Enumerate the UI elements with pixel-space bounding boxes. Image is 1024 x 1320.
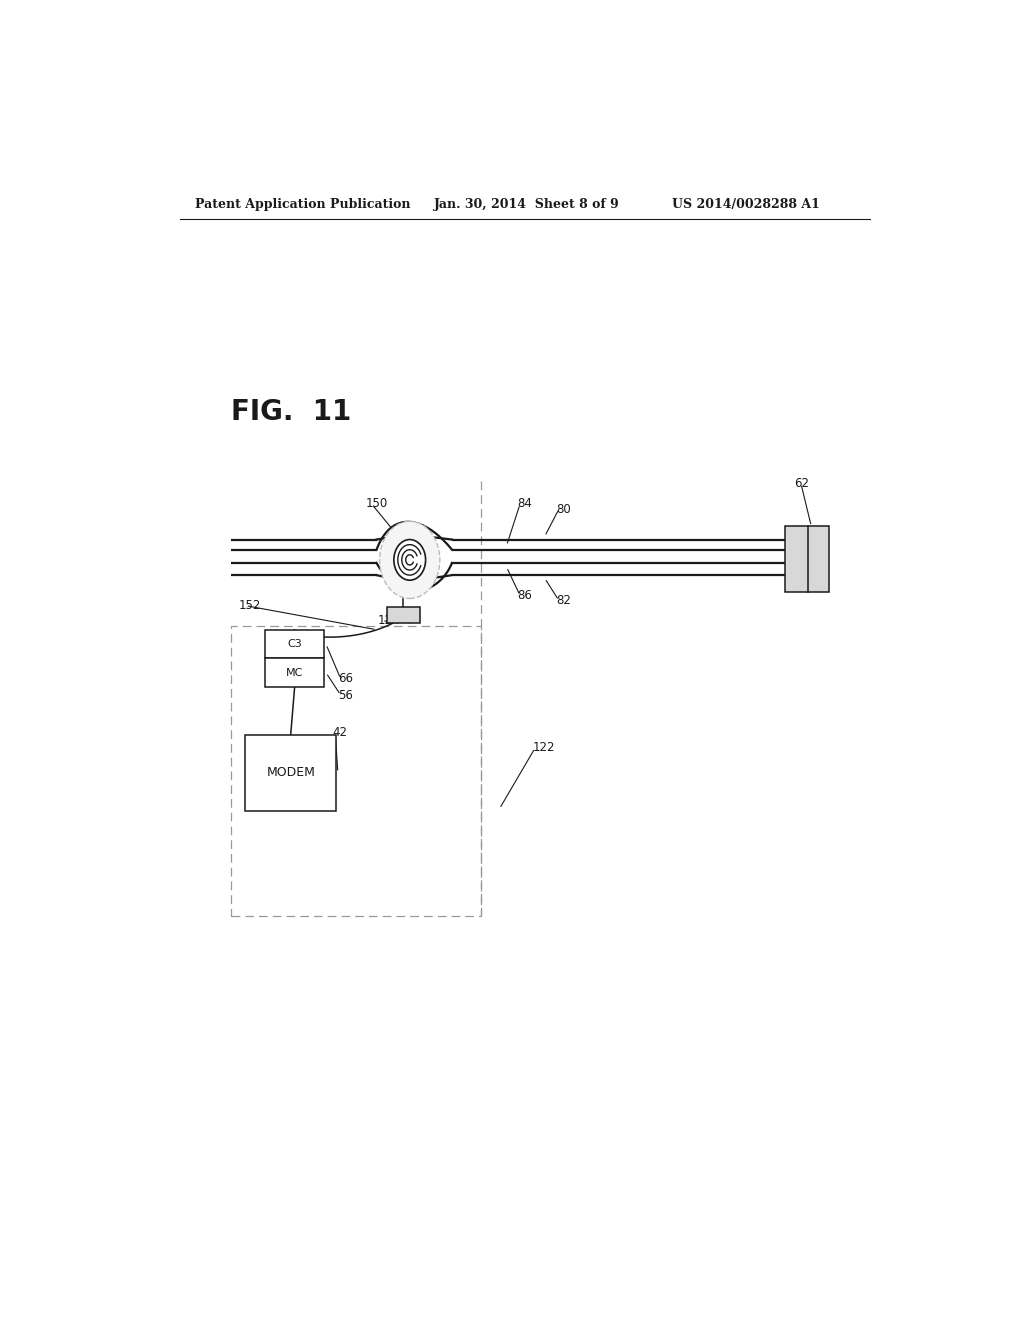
Bar bbox=[245, 735, 336, 810]
Text: 42: 42 bbox=[333, 726, 348, 739]
Bar bbox=[265, 659, 325, 686]
Bar bbox=[387, 607, 420, 623]
Text: C3: C3 bbox=[288, 639, 302, 649]
Text: 82: 82 bbox=[557, 594, 571, 607]
Text: 66: 66 bbox=[338, 672, 353, 685]
Text: 86: 86 bbox=[517, 589, 531, 602]
Text: 122: 122 bbox=[532, 742, 555, 755]
Text: 150: 150 bbox=[367, 498, 388, 511]
Text: 62: 62 bbox=[795, 477, 810, 490]
Text: Jan. 30, 2014  Sheet 8 of 9: Jan. 30, 2014 Sheet 8 of 9 bbox=[433, 198, 620, 211]
Bar bbox=[265, 630, 325, 659]
Text: FIG.  11: FIG. 11 bbox=[231, 399, 351, 426]
Text: MC: MC bbox=[286, 668, 303, 677]
Text: MODEM: MODEM bbox=[266, 767, 315, 779]
Text: 84: 84 bbox=[517, 498, 531, 511]
Bar bbox=[231, 626, 481, 916]
Text: US 2014/0028288 A1: US 2014/0028288 A1 bbox=[672, 198, 819, 211]
Text: 152: 152 bbox=[240, 599, 261, 612]
Bar bbox=[785, 527, 828, 593]
Text: 124: 124 bbox=[378, 614, 400, 627]
Circle shape bbox=[394, 540, 426, 581]
Text: 56: 56 bbox=[338, 689, 353, 701]
Circle shape bbox=[380, 521, 440, 598]
Text: 80: 80 bbox=[557, 503, 571, 516]
Text: Patent Application Publication: Patent Application Publication bbox=[196, 198, 411, 211]
